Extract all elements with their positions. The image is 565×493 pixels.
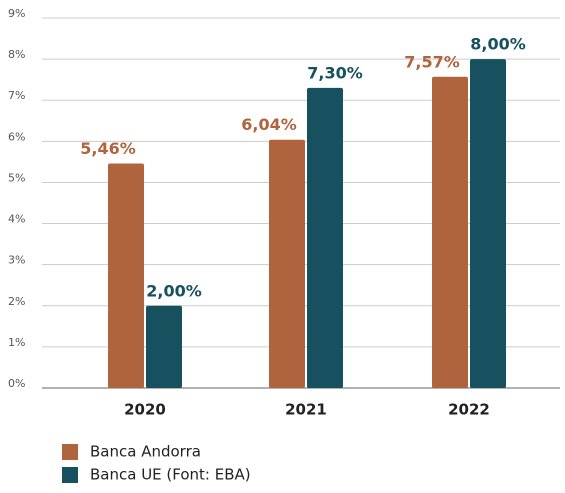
- y-tick-label: 7%: [8, 89, 25, 102]
- bar: [269, 139, 305, 388]
- y-tick-label: 1%: [8, 336, 25, 349]
- y-tick-label: 4%: [8, 213, 25, 226]
- y-tick-label: 6%: [8, 130, 25, 143]
- x-tick-label: 2022: [448, 401, 490, 419]
- bar: [307, 87, 343, 388]
- x-tick-label: 2020: [124, 401, 166, 419]
- value-label: 8,00%: [470, 35, 526, 54]
- value-label: 7,57%: [404, 52, 460, 71]
- legend-swatch: [62, 444, 78, 460]
- y-tick-label: 2%: [8, 295, 25, 308]
- bar: [146, 305, 182, 388]
- y-tick-label: 8%: [8, 48, 25, 61]
- bar: [470, 59, 506, 388]
- value-label: 6,04%: [241, 115, 297, 134]
- legend-label: Banca UE (Font: EBA): [90, 466, 251, 484]
- value-label: 5,46%: [80, 139, 136, 158]
- y-tick-label: 3%: [8, 254, 25, 267]
- y-tick-label: 0%: [8, 377, 25, 390]
- value-label: 7,30%: [307, 63, 363, 82]
- legend-swatch: [62, 467, 78, 483]
- x-tick-label: 2021: [285, 401, 327, 419]
- y-tick-label: 5%: [8, 171, 25, 184]
- value-label: 2,00%: [146, 281, 202, 300]
- y-tick-label: 9%: [8, 7, 25, 20]
- bar: [108, 163, 144, 388]
- bar: [432, 76, 468, 389]
- legend-label: Banca Andorra: [90, 443, 201, 461]
